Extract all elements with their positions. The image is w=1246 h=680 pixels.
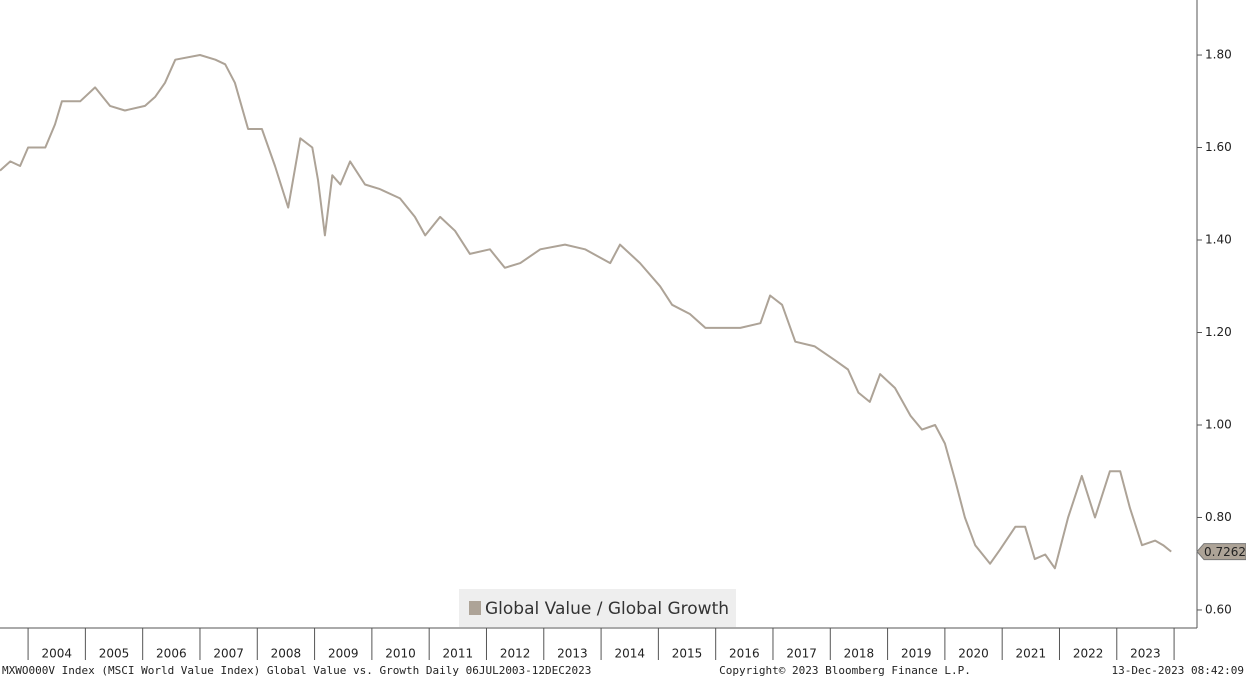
x-tick-label: 2018 xyxy=(844,647,875,661)
x-tick-label: 2011 xyxy=(443,647,474,661)
x-tick-label: 2013 xyxy=(557,647,588,661)
x-tick-label: 2004 xyxy=(41,647,72,661)
x-tick-label: 2016 xyxy=(729,647,760,661)
footer-center: Copyright© 2023 Bloomberg Finance L.P. xyxy=(719,664,971,677)
footer-left: MXWO000V Index (MSCI World Value Index) … xyxy=(2,664,591,677)
x-tick-label: 2014 xyxy=(614,647,645,661)
last-value-label: 0.7262 xyxy=(1204,545,1246,559)
x-tick-label: 2008 xyxy=(271,647,302,661)
y-tick-label: 1.00 xyxy=(1205,417,1232,431)
x-tick-label: 2021 xyxy=(1016,647,1047,661)
x-tick-label: 2005 xyxy=(99,647,130,661)
x-tick-label: 2019 xyxy=(901,647,932,661)
legend-label: Global Value / Global Growth xyxy=(485,599,729,619)
x-tick-label: 2017 xyxy=(786,647,817,661)
y-tick-label: 1.80 xyxy=(1205,48,1232,62)
x-tick-label: 2015 xyxy=(672,647,703,661)
x-tick-label: 2020 xyxy=(958,647,989,661)
x-tick-label: 2012 xyxy=(500,647,531,661)
x-tick-label: 2023 xyxy=(1130,647,1161,661)
footer-right: 13-Dec-2023 08:42:09 xyxy=(1112,664,1244,677)
y-tick-label: 0.80 xyxy=(1205,510,1232,524)
x-tick-label: 2006 xyxy=(156,647,187,661)
x-tick-label: 2009 xyxy=(328,647,359,661)
legend-swatch xyxy=(469,601,481,615)
legend: Global Value / Global Growth xyxy=(459,589,736,627)
x-tick-label: 2010 xyxy=(385,647,416,661)
last-value-tag xyxy=(1196,543,1246,561)
y-tick-label: 1.60 xyxy=(1205,140,1232,154)
y-tick-label: 0.60 xyxy=(1205,602,1232,616)
x-tick-label: 2022 xyxy=(1073,647,1104,661)
legend-box xyxy=(459,589,736,627)
y-tick-label: 1.20 xyxy=(1205,325,1232,339)
series-line xyxy=(0,54,1172,570)
y-tick-label: 1.40 xyxy=(1205,233,1232,247)
x-tick-label: 2007 xyxy=(213,647,244,661)
